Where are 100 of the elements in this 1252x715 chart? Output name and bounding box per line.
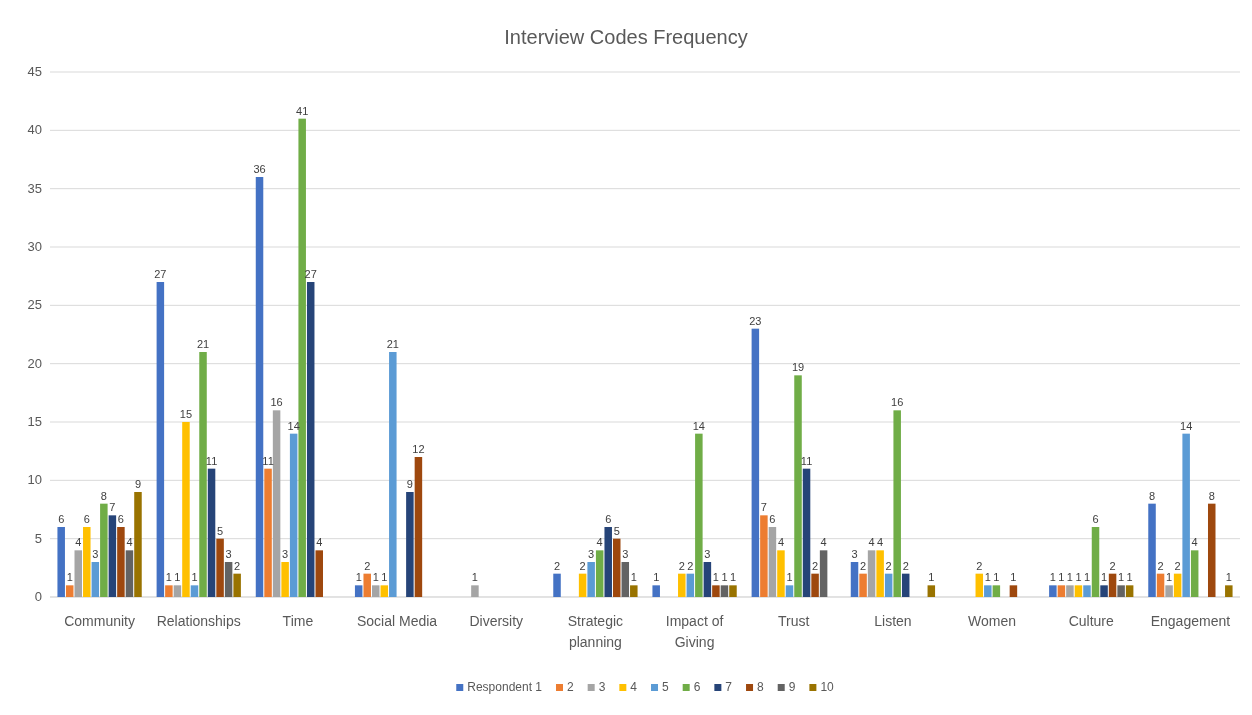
bar xyxy=(414,457,423,597)
data-label: 1 xyxy=(786,571,793,584)
data-label: 6 xyxy=(117,513,124,525)
y-tick-label: 10 xyxy=(27,472,42,488)
data-label: 8 xyxy=(1148,489,1156,502)
bar xyxy=(1207,503,1216,597)
y-tick-label: 25 xyxy=(27,297,42,313)
bar xyxy=(117,527,125,597)
bar xyxy=(1225,585,1233,597)
y-tick-label: 20 xyxy=(27,355,42,371)
bar xyxy=(1117,585,1125,597)
data-label: 1 xyxy=(355,571,362,584)
bar xyxy=(1074,585,1083,597)
bar xyxy=(1190,550,1199,597)
data-label: 12 xyxy=(412,443,425,455)
bar xyxy=(1009,585,1018,597)
y-tick-label: 0 xyxy=(34,589,42,604)
data-label: 4 xyxy=(868,536,875,549)
data-label: 8 xyxy=(1208,489,1215,502)
bar xyxy=(91,562,100,597)
bar xyxy=(992,585,1001,597)
bar xyxy=(612,538,621,597)
bar xyxy=(901,573,910,597)
bar xyxy=(315,550,323,597)
bar xyxy=(165,585,173,597)
bar xyxy=(587,562,595,597)
data-label: 4 xyxy=(75,536,82,549)
bar xyxy=(1057,585,1066,597)
bar xyxy=(363,573,371,597)
data-label: 2 xyxy=(1109,559,1116,572)
x-tick-label: Strategic planning xyxy=(567,613,624,650)
bar xyxy=(190,585,199,597)
data-label: 23 xyxy=(749,314,762,327)
bar xyxy=(578,573,587,597)
data-label: 1 xyxy=(653,571,660,584)
bar xyxy=(255,177,264,597)
bar xyxy=(1091,527,1100,597)
data-label: 1 xyxy=(993,571,1000,584)
bar xyxy=(712,585,720,597)
bar xyxy=(768,527,777,597)
data-label: 2 xyxy=(1174,559,1181,572)
data-label: 5 xyxy=(217,524,224,537)
bar xyxy=(819,550,828,597)
bar xyxy=(281,562,289,597)
data-label: 6 xyxy=(1092,513,1099,525)
bar xyxy=(621,562,630,597)
data-label: 3 xyxy=(282,548,289,560)
data-label: 1 xyxy=(721,571,728,584)
bar xyxy=(604,527,612,597)
y-tick-label: 45 xyxy=(27,64,42,79)
x-tick-label: Engagement xyxy=(1150,613,1231,629)
bar xyxy=(125,550,134,597)
bar xyxy=(389,352,397,597)
data-label: 4 xyxy=(126,536,133,549)
bar xyxy=(57,527,65,597)
data-label: 1 xyxy=(1075,571,1082,584)
bar xyxy=(893,410,901,597)
data-label: 1 xyxy=(381,571,388,584)
bar xyxy=(1108,573,1117,597)
bar xyxy=(595,550,604,597)
data-label: 14 xyxy=(692,419,705,432)
legend-label: 10 xyxy=(820,680,835,694)
bar xyxy=(199,352,207,597)
bar xyxy=(100,503,108,597)
data-label: 1 xyxy=(1225,571,1232,584)
y-tick-label: 15 xyxy=(27,414,42,429)
data-label: 1 xyxy=(1100,571,1108,584)
data-label: 1 xyxy=(1126,571,1133,584)
bar xyxy=(884,573,893,597)
data-label: 16 xyxy=(270,396,283,409)
bar xyxy=(65,585,74,597)
bar xyxy=(1125,585,1134,597)
data-label: 7 xyxy=(109,501,116,514)
bar xyxy=(876,550,884,597)
data-label: 1 xyxy=(174,571,181,584)
bar xyxy=(1148,503,1156,597)
x-tick-label: Diversity xyxy=(469,613,524,629)
data-label: 2 xyxy=(234,559,241,572)
data-label: 6 xyxy=(605,513,612,525)
bar xyxy=(867,550,876,597)
bar xyxy=(216,538,224,597)
legend-label: 3 xyxy=(598,680,606,694)
data-label: 3 xyxy=(225,548,232,560)
bar xyxy=(1083,585,1091,597)
data-label: 1 xyxy=(191,571,198,584)
data-label: 1 xyxy=(1066,571,1073,584)
data-label: 21 xyxy=(196,338,210,350)
bar xyxy=(811,573,819,597)
data-label: 2 xyxy=(902,559,909,572)
bar xyxy=(74,550,83,597)
data-label: 2 xyxy=(553,559,561,572)
data-label: 2 xyxy=(687,559,694,572)
data-label: 6 xyxy=(83,513,90,525)
data-label: 2 xyxy=(859,559,867,572)
x-tick-label: Community xyxy=(64,613,135,629)
data-label: 19 xyxy=(791,361,805,374)
chart-title: Interview Codes Frequency xyxy=(504,26,748,48)
y-tick-label: 40 xyxy=(27,122,42,138)
data-label: 15 xyxy=(179,408,193,420)
data-label: 2 xyxy=(364,559,371,572)
